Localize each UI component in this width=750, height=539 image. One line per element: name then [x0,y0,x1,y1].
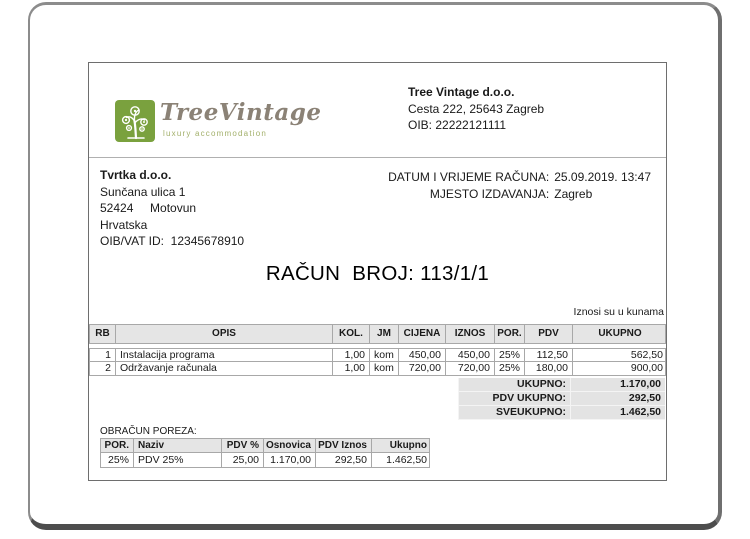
invoice-number: 113/1/1 [420,262,490,285]
cell-opis: Održavanje računala [115,362,332,375]
tax-header-naziv: Naziv [133,439,221,452]
tax-cell-osnovica: 1.170,00 [263,453,315,467]
cell-iznos: 450,00 [445,349,494,361]
cell-jm: kom [369,362,398,375]
cell-pdv: 112,50 [524,349,572,361]
seller-oib: OIB: 22222121111 [408,118,507,132]
tax-cell-ukupno: 1.462,50 [371,453,431,467]
cell-cijena: 450,00 [398,349,445,361]
company-logo [115,100,155,142]
seller-name: Tree Vintage d.o.o. [408,85,515,99]
cell-por: 25% [494,349,524,361]
table-row: 2 Održavanje računala 1,00 kom 720,00 72… [89,362,666,376]
col-header-kol: KOL. [332,325,369,343]
buyer-block: Tvrtka d.o.o. Sunčana ulica 1 52424 Moto… [100,167,244,250]
tax-header-pdvpct: PDV % [221,439,263,452]
currency-note: Iznosi su u kunama [573,306,664,318]
col-header-iznos: IZNOS [445,325,494,343]
col-header-rb: RB [95,328,110,339]
tax-header-ukupno: Ukupno [371,439,431,452]
cell-rb: 1 [105,349,111,361]
seller-address: Cesta 222, 25643 Zagreb [408,101,545,116]
col-header-ukupno: UKUPNO [572,325,667,343]
cell-kol: 1,00 [332,349,369,361]
total-row-pdv: PDV UKUPNO: 292,50 [458,392,665,406]
col-header-pdv: PDV [524,325,572,343]
total-value: 1.170,00 [570,378,665,392]
issue-date-value: 25.09.2019. 13:47 [554,170,651,184]
tax-header-por: POR. [104,440,129,451]
logo-tagline: luxury accommodation [163,129,268,138]
invoice-preview-window: TreeVintage luxury accommodation Tree Vi… [28,2,722,530]
cell-por: 25% [494,362,524,375]
tax-cell-naziv: PDV 25% [133,453,221,467]
buyer-name: Tvrtka d.o.o. [100,168,172,182]
items-table-header: RB OPIS KOL. JM CIJENA IZNOS POR. PDV UK… [89,324,666,344]
invoice-page: TreeVintage luxury accommodation Tree Vi… [88,62,667,481]
col-header-por: POR. [494,325,524,343]
buyer-vat: OIB/VAT ID: 12345678910 [100,234,245,248]
total-value: 292,50 [570,392,665,406]
invoice-title-label: RAČUN BROJ: [265,262,415,285]
cell-ukupno: 900,00 [572,362,667,375]
issue-place-label: MJESTO IZDAVANJA: [429,186,550,201]
logo-wordmark: TreeVintage [160,99,322,126]
tree-logo-icon [121,106,148,140]
items-table: RB OPIS KOL. JM CIJENA IZNOS POR. PDV UK… [89,324,666,376]
tax-header-osnovica: Osnovica [263,439,315,452]
cell-rb: 2 [105,362,111,374]
table-row: 1 Instalacija programa 1,00 kom 450,00 4… [89,348,666,362]
total-value: 1.462,50 [570,406,665,420]
tax-cell-por: 25% [107,454,129,466]
buyer-city: 52424 Motovun [100,201,197,215]
cell-kol: 1,00 [332,362,369,375]
issue-info: DATUM I VRIJEME RAČUNA: 25.09.2019. 13:4… [388,169,651,202]
total-row-ukupno: UKUPNO: 1.170,00 [458,378,665,392]
seller-block: Tree Vintage d.o.o. Cesta 222, 25643 Zag… [408,84,544,134]
cell-pdv: 180,00 [524,362,572,375]
tax-header-pdviznos: PDV Iznos [315,439,371,452]
tax-section-title: OBRAČUN POREZA: [100,426,197,437]
total-label: SVEUKUPNO: [458,406,570,420]
total-row-sveukupno: SVEUKUPNO: 1.462,50 [458,406,665,420]
cell-iznos: 720,00 [445,362,494,375]
buyer-street: Sunčana ulica 1 [100,184,186,199]
invoice-title: RAČUN BROJ: 113/1/1 [89,262,666,286]
issue-date-label: DATUM I VRIJEME RAČUNA: [388,170,550,184]
cell-ukupno: 562,50 [572,349,667,361]
total-label: PDV UKUPNO: [458,392,570,406]
tax-table-header: POR. Naziv PDV % Osnovica PDV Iznos Ukup… [100,438,430,453]
tax-table: POR. Naziv PDV % Osnovica PDV Iznos Ukup… [100,438,430,468]
cell-cijena: 720,00 [398,362,445,375]
col-header-jm: JM [369,325,398,343]
issue-place-value: Zagreb [554,186,593,201]
buyer-country: Hrvatska [100,217,148,232]
cell-opis: Instalacija programa [115,349,332,361]
totals-block: UKUPNO: 1.170,00 PDV UKUPNO: 292,50 SVEU… [458,378,665,420]
col-header-opis: OPIS [115,325,332,343]
total-label: UKUPNO: [458,378,570,392]
tax-cell-pdviznos: 292,50 [315,453,371,467]
col-header-cijena: CIJENA [398,325,445,343]
cell-jm: kom [369,349,398,361]
header-divider [89,157,666,158]
tax-table-row: 25% PDV 25% 25,00 1.170,00 292,50 1.462,… [100,453,430,468]
tax-cell-pdvpct: 25,00 [221,453,263,467]
